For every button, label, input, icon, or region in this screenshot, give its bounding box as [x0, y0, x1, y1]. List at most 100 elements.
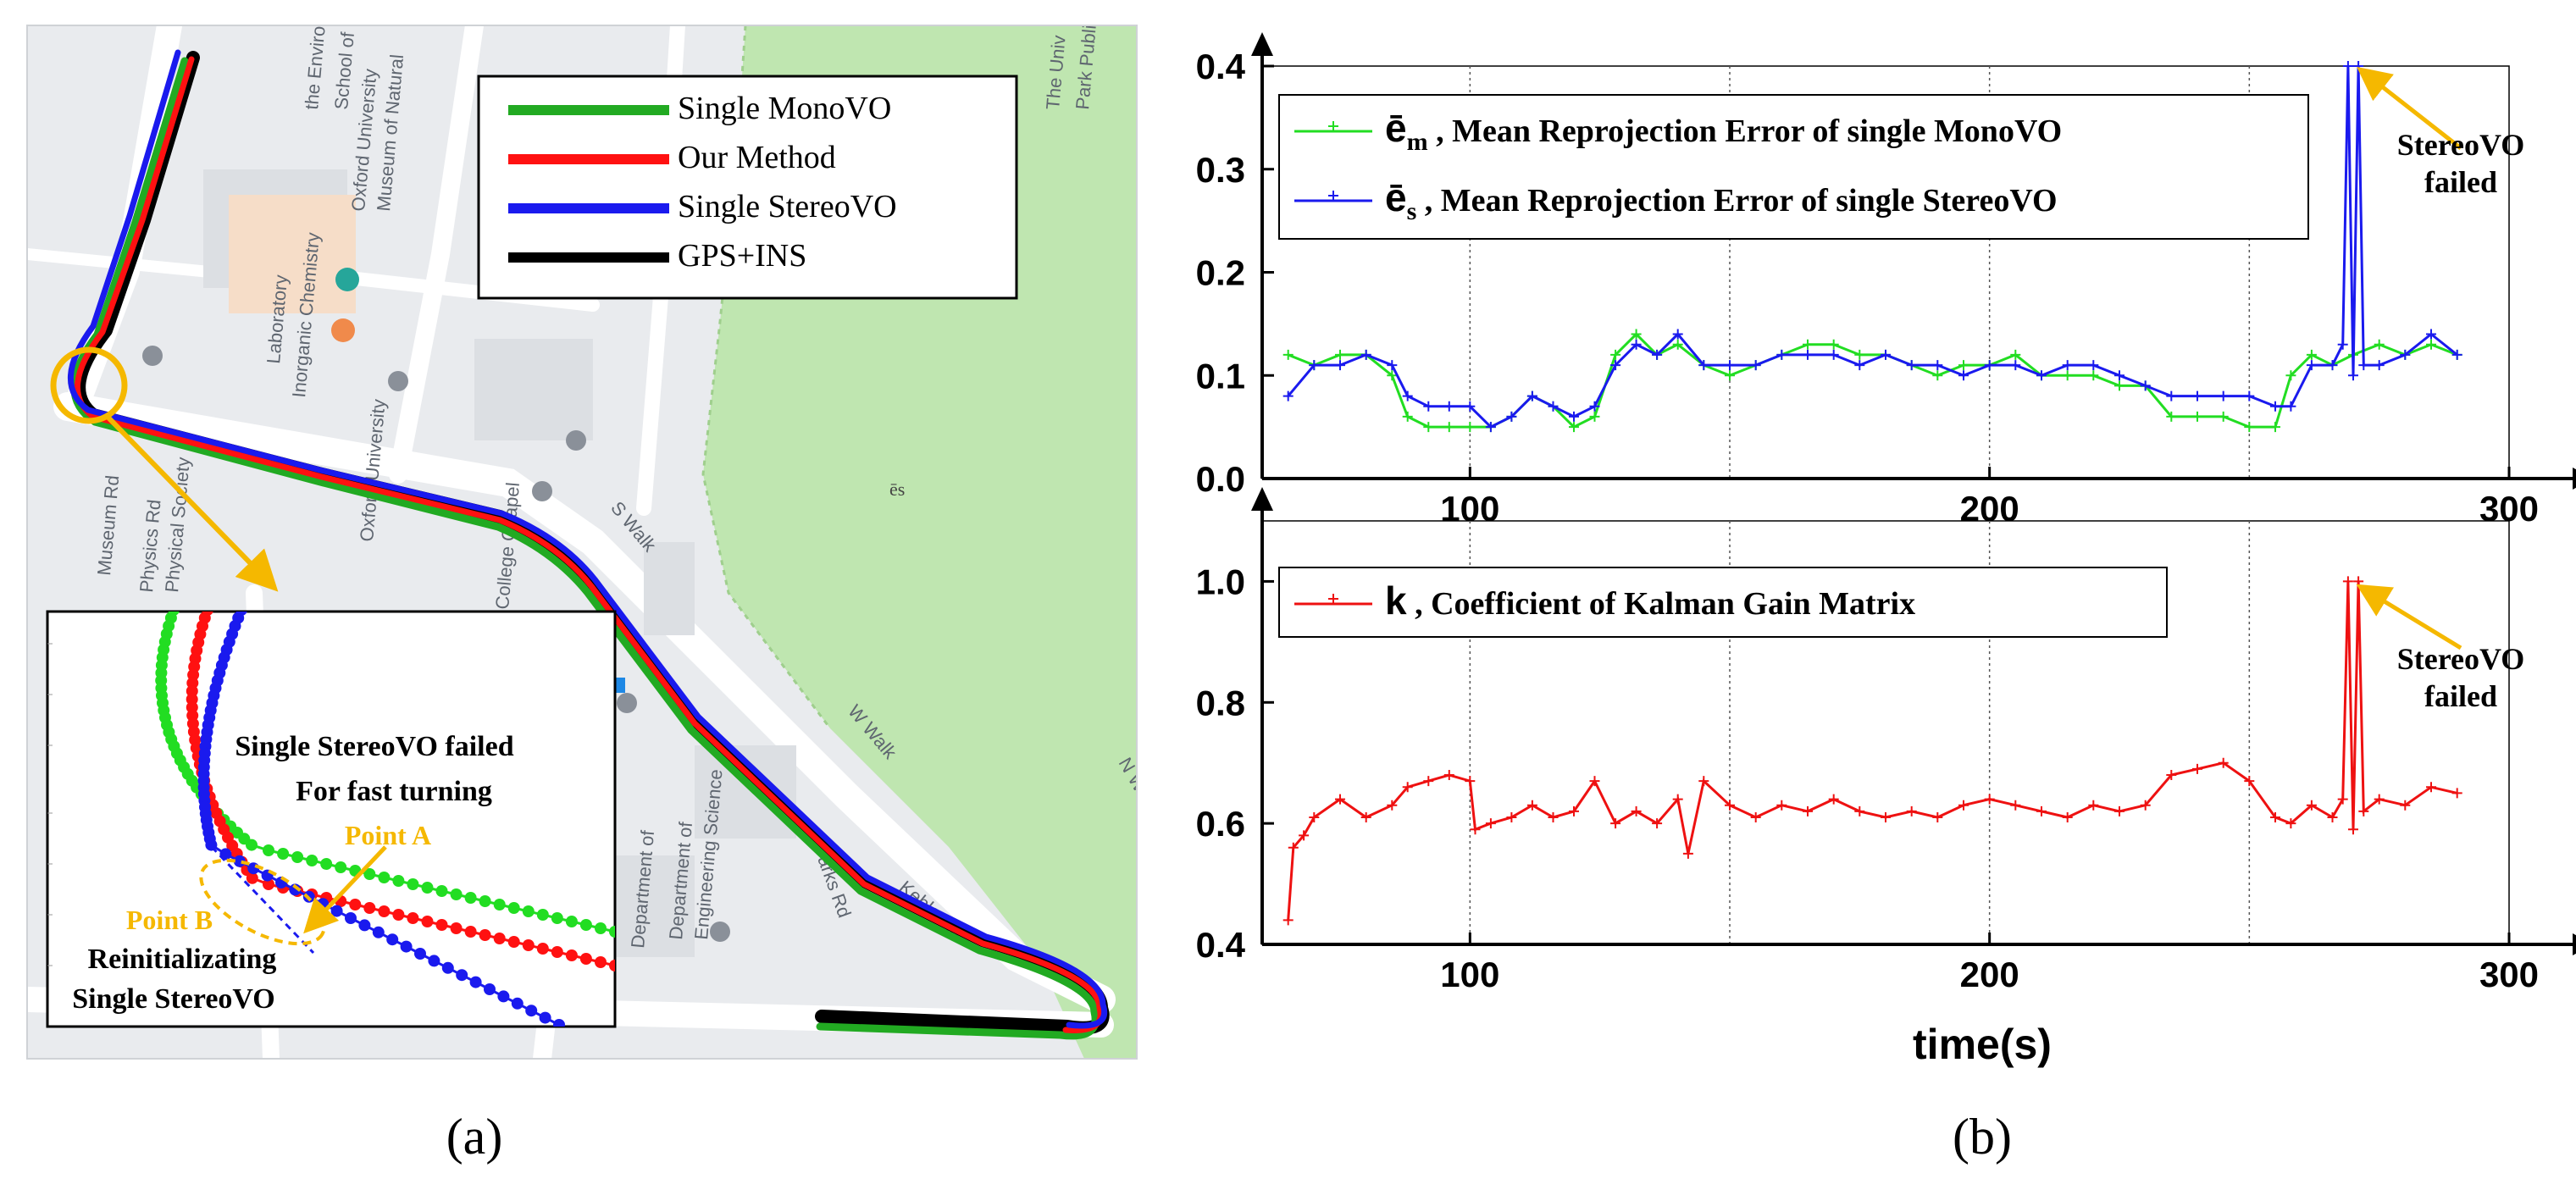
data-point	[1569, 422, 1579, 433]
data-point	[1589, 401, 1600, 412]
data-point	[1750, 360, 1761, 371]
data-point	[2353, 576, 2364, 587]
data-point	[2426, 339, 2436, 350]
x-axis-arrow-icon	[2573, 933, 2576, 955]
data-point	[2426, 329, 2436, 340]
traj-ours	[74, 56, 1104, 1033]
inset-trajectory-point	[263, 878, 274, 890]
inset-trajectory-point	[378, 872, 391, 883]
inset-trajectory-point	[421, 882, 434, 894]
data-point	[2218, 390, 2229, 401]
data-point	[2244, 422, 2255, 433]
inset-trajectory-point	[441, 961, 454, 974]
legend-marker	[1328, 594, 1338, 604]
data-point	[1589, 411, 1600, 422]
data-point	[2451, 788, 2462, 799]
data-point	[1288, 842, 1299, 853]
data-point	[1672, 329, 1683, 340]
failure-arrow	[2356, 584, 2462, 650]
inset-trajectory-point	[507, 936, 520, 948]
point-a-label: Point A	[345, 820, 431, 850]
data-point	[2192, 390, 2202, 401]
data-point	[2348, 824, 2358, 835]
data-point	[2244, 390, 2255, 401]
data-point	[2348, 370, 2358, 381]
data-point	[1569, 411, 1579, 422]
reinit-text-1: Reinitializating	[88, 944, 277, 975]
data-point	[1360, 349, 1371, 360]
data-point	[1725, 370, 1735, 381]
inset-trajectory-point	[456, 969, 468, 982]
data-point	[1652, 818, 1663, 829]
data-point	[2010, 349, 2021, 360]
data-point	[1387, 360, 1398, 371]
failure-label-line2: failed	[2424, 679, 2497, 713]
inset-trajectory-point	[479, 929, 491, 941]
y-tick-label: 0.8	[1196, 683, 1245, 722]
data-point	[2285, 370, 2296, 381]
inset-trajectory-point	[522, 939, 535, 951]
y-tick-label: 0.1	[1196, 356, 1245, 396]
data-point	[1828, 349, 1839, 360]
data-point	[1725, 360, 1735, 371]
map-legend: Single MonoVO Our Method Single StereoVO GP…	[477, 75, 1018, 300]
data-point	[1465, 776, 1476, 787]
inset-trajectory-point	[407, 912, 419, 924]
traj-stereo	[68, 49, 1107, 1029]
data-point	[1881, 349, 1891, 360]
turn-highlight-circle	[50, 346, 128, 424]
data-point	[1485, 818, 1496, 829]
data-point	[1402, 411, 1413, 422]
data-point	[2192, 411, 2202, 422]
inset-trajectory-point	[363, 902, 376, 914]
data-point	[1631, 805, 1642, 816]
inset-trajectory-point	[320, 858, 333, 870]
data-point	[1828, 794, 1839, 805]
data-point	[1984, 360, 1995, 371]
data-point	[2010, 800, 2021, 811]
inset-trajectory-point	[595, 956, 607, 968]
data-point	[2451, 349, 2462, 360]
data-point	[1443, 770, 1454, 780]
inset-trajectory-point	[400, 940, 413, 953]
data-point	[1906, 805, 1917, 816]
data-point	[2088, 370, 2099, 381]
inset-trajectory-point	[450, 922, 463, 934]
data-point	[2400, 800, 2411, 811]
legend-entry: ēm , Mean Reprojection Error of single M…	[1385, 106, 2062, 156]
inset-trajectory-point	[345, 912, 357, 924]
data-point	[2306, 349, 2317, 360]
data-point	[2166, 770, 2177, 780]
data-point	[2342, 576, 2353, 587]
data-point	[1631, 339, 1642, 350]
legend-text: , Mean Reprojection Error of single Ster…	[1416, 183, 2057, 219]
data-point	[2337, 339, 2348, 350]
x-axis-label: time(s)	[1913, 1021, 2052, 1068]
legend-entry: k , Coefficient of Kalman Gain Matrix	[1385, 578, 1915, 623]
inset-trajectory-point	[349, 899, 362, 911]
inset-trajectory-point	[358, 919, 371, 932]
data-point	[2327, 812, 2338, 822]
education-poi-icon	[710, 922, 730, 942]
inset-trajectory-point	[551, 946, 563, 958]
inset-trajectory-point	[469, 976, 482, 988]
inset-trajectory-point	[595, 922, 607, 934]
data-point	[2062, 370, 2073, 381]
data-point	[2114, 805, 2125, 816]
data-point	[2306, 800, 2317, 811]
data-point	[2270, 812, 2280, 822]
data-point	[1672, 794, 1683, 805]
data-point	[1387, 800, 1398, 811]
inset-trajectory-point	[553, 1019, 565, 1027]
y-tick-label: 0.4	[1196, 47, 1246, 86]
data-point	[2374, 339, 2385, 350]
data-point	[2218, 757, 2229, 768]
data-point	[1282, 915, 1294, 926]
data-point	[2285, 818, 2296, 829]
data-point	[1776, 800, 1787, 811]
data-point	[2327, 360, 2338, 371]
data-point	[1750, 812, 1761, 822]
cafe-poi-icon	[331, 318, 355, 342]
data-point	[2244, 776, 2255, 787]
series-line	[1288, 332, 2458, 429]
